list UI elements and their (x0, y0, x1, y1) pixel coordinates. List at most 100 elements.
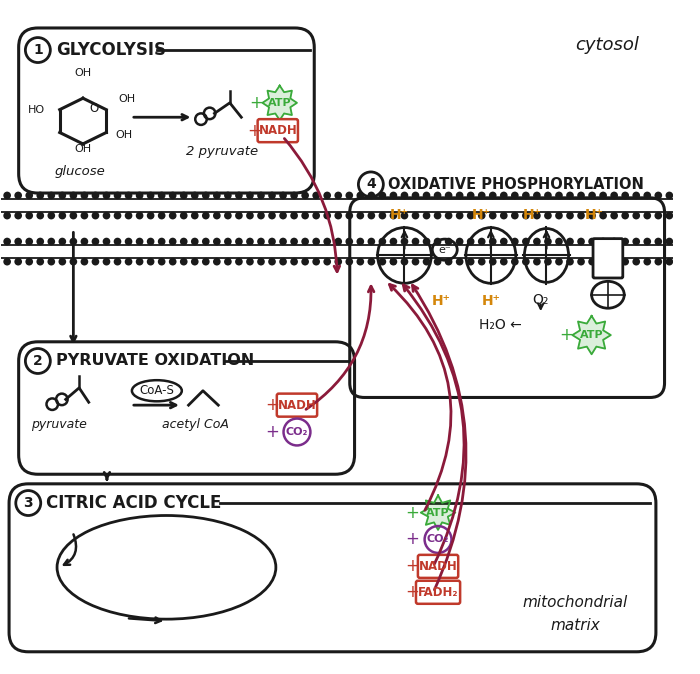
Circle shape (290, 212, 298, 220)
Circle shape (25, 191, 33, 200)
Circle shape (4, 212, 11, 220)
Circle shape (136, 191, 144, 200)
Circle shape (632, 212, 640, 220)
Circle shape (500, 258, 507, 266)
Circle shape (599, 212, 607, 220)
Text: +: + (265, 396, 279, 414)
Circle shape (666, 258, 673, 266)
Circle shape (643, 191, 651, 200)
Circle shape (312, 191, 320, 200)
Circle shape (434, 238, 442, 245)
Circle shape (279, 258, 287, 266)
Circle shape (80, 258, 88, 266)
Circle shape (368, 212, 375, 220)
Circle shape (301, 212, 309, 220)
Circle shape (69, 258, 77, 266)
Circle shape (500, 238, 507, 245)
Circle shape (69, 191, 77, 200)
Circle shape (36, 212, 44, 220)
Circle shape (4, 258, 11, 266)
Circle shape (235, 258, 243, 266)
Circle shape (312, 238, 320, 245)
Circle shape (632, 258, 640, 266)
Circle shape (533, 258, 540, 266)
Circle shape (467, 212, 475, 220)
Circle shape (59, 238, 66, 245)
Circle shape (478, 212, 486, 220)
Circle shape (180, 258, 188, 266)
Text: ATP: ATP (580, 330, 603, 340)
FancyBboxPatch shape (416, 581, 460, 604)
Text: CO₂: CO₂ (286, 427, 308, 437)
Circle shape (59, 212, 66, 220)
Circle shape (169, 238, 176, 245)
Circle shape (467, 191, 475, 200)
Circle shape (323, 238, 331, 245)
Circle shape (246, 238, 254, 245)
Circle shape (500, 212, 507, 220)
Circle shape (335, 191, 342, 200)
Circle shape (666, 238, 673, 245)
Circle shape (202, 191, 209, 200)
Circle shape (103, 191, 111, 200)
Circle shape (147, 191, 155, 200)
Circle shape (533, 191, 540, 200)
Circle shape (180, 238, 188, 245)
Text: 2 pyruvate: 2 pyruvate (186, 145, 258, 158)
Circle shape (36, 258, 44, 266)
Circle shape (224, 238, 232, 245)
Text: H⁺: H⁺ (585, 208, 604, 222)
Text: CITRIC ACID CYCLE: CITRIC ACID CYCLE (46, 494, 222, 512)
Circle shape (213, 238, 220, 245)
Circle shape (235, 238, 243, 245)
Circle shape (632, 238, 640, 245)
Circle shape (36, 238, 44, 245)
Text: +: + (265, 423, 279, 441)
Circle shape (456, 238, 463, 245)
Circle shape (158, 238, 165, 245)
Circle shape (566, 258, 574, 266)
Circle shape (246, 191, 254, 200)
Circle shape (268, 212, 276, 220)
Circle shape (489, 258, 496, 266)
Circle shape (356, 191, 364, 200)
Circle shape (235, 191, 243, 200)
Circle shape (257, 191, 265, 200)
Circle shape (180, 191, 188, 200)
Text: NADH: NADH (258, 124, 298, 137)
Circle shape (136, 258, 144, 266)
Circle shape (489, 212, 496, 220)
Circle shape (213, 212, 220, 220)
Text: 3: 3 (23, 496, 33, 510)
Circle shape (169, 191, 176, 200)
Circle shape (478, 238, 486, 245)
Circle shape (478, 258, 486, 266)
Circle shape (511, 258, 519, 266)
Circle shape (136, 238, 144, 245)
Circle shape (191, 238, 199, 245)
Circle shape (522, 191, 530, 200)
Circle shape (301, 238, 309, 245)
Circle shape (456, 212, 463, 220)
Circle shape (566, 191, 574, 200)
Circle shape (113, 191, 121, 200)
Circle shape (113, 212, 121, 220)
Text: NADH: NADH (278, 398, 316, 412)
Circle shape (257, 212, 265, 220)
Polygon shape (262, 86, 297, 120)
Circle shape (213, 258, 220, 266)
Text: 1: 1 (33, 43, 43, 57)
Circle shape (544, 238, 552, 245)
Circle shape (279, 238, 287, 245)
Circle shape (312, 212, 320, 220)
Circle shape (444, 191, 452, 200)
Circle shape (345, 238, 353, 245)
Circle shape (379, 238, 386, 245)
Circle shape (279, 191, 287, 200)
Circle shape (4, 191, 11, 200)
Polygon shape (573, 316, 611, 355)
Circle shape (390, 212, 398, 220)
Circle shape (566, 238, 574, 245)
Circle shape (301, 258, 309, 266)
Circle shape (654, 191, 662, 200)
